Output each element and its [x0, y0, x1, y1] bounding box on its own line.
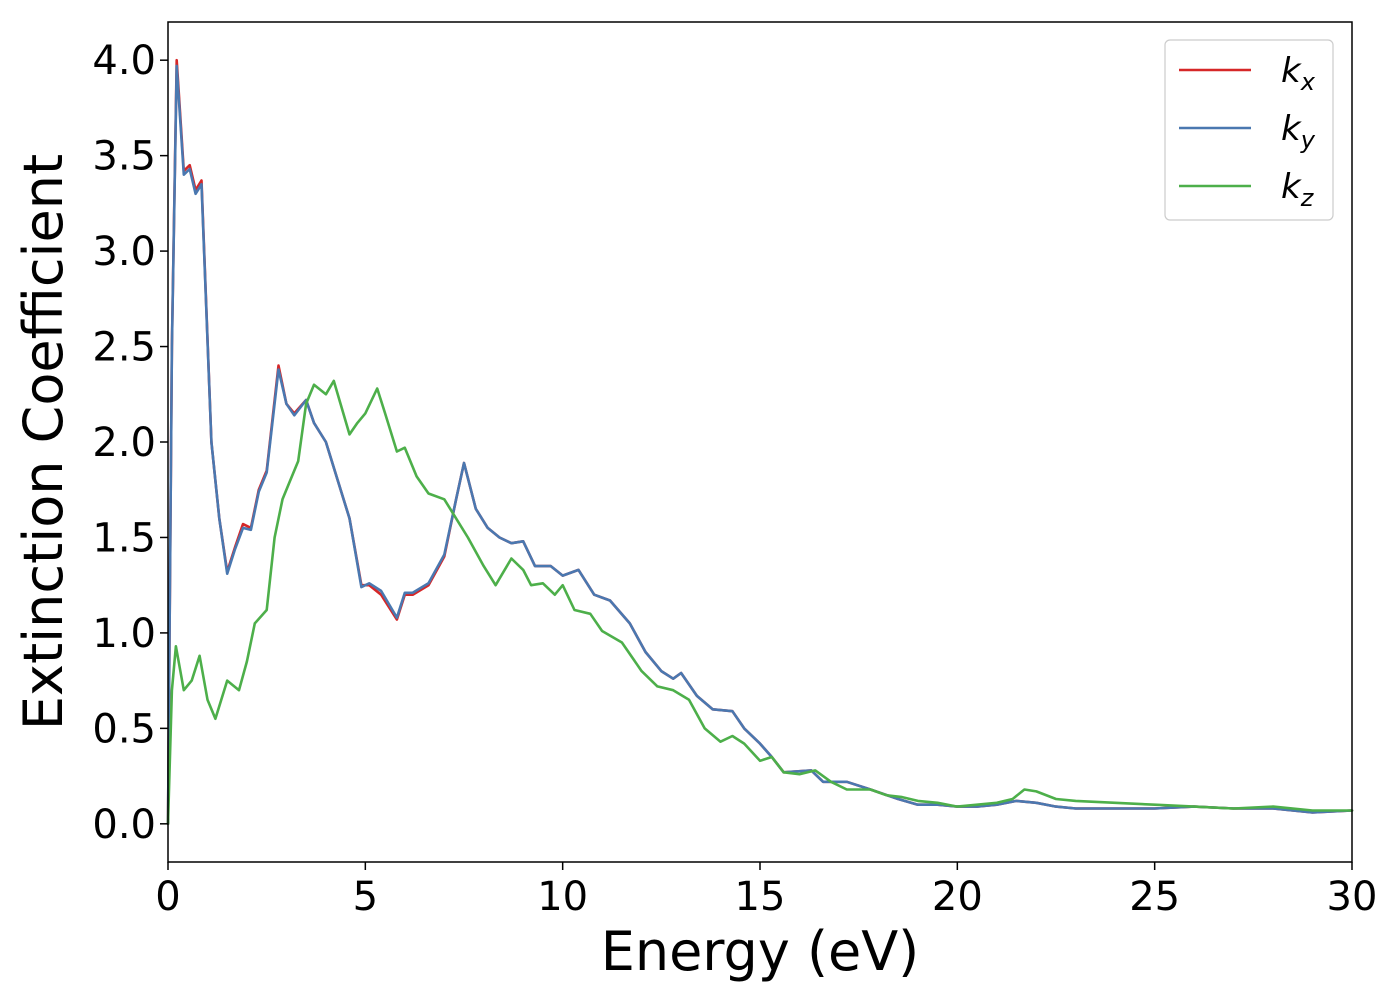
x-tick-label: 0 [155, 874, 180, 920]
y-tick-label: 1.5 [92, 515, 156, 561]
x-tick-label: 10 [537, 874, 588, 920]
x-axis: 0 5 10 15 20 25 30 [155, 862, 1377, 920]
series-line-kz [166, 379, 1354, 826]
x-tick-label: 25 [1129, 874, 1180, 920]
y-tick-label: 4.0 [92, 38, 156, 84]
x-tick-label: 30 [1327, 874, 1378, 920]
series-layer [166, 58, 1354, 826]
y-tick-label: 2.5 [92, 325, 156, 371]
y-axis-label: Extinction Coefficient [12, 154, 75, 730]
legend-label-kz: kz [1281, 167, 1315, 212]
y-tick-label: 3.5 [92, 134, 156, 180]
x-tick-label: 20 [932, 874, 983, 920]
y-tick-label: 3.0 [92, 229, 156, 275]
x-axis-label: Energy (eV) [601, 920, 920, 983]
legend-label-ky: ky [1281, 109, 1316, 154]
legend-label-kx: kx [1281, 51, 1316, 96]
y-tick-label: 0.5 [92, 706, 156, 752]
y-tick-label: 1.0 [92, 611, 156, 657]
legend-box [1164, 39, 1334, 221]
y-axis: 0.0 0.5 1.0 1.5 2.0 2.5 3.0 3.5 4.0 [92, 38, 168, 848]
x-tick-label: 5 [353, 874, 378, 920]
x-tick-label: 15 [735, 874, 786, 920]
y-tick-label: 2.0 [92, 420, 156, 466]
legend: kx ky kz [1164, 39, 1334, 221]
y-tick-label: 0.0 [92, 802, 156, 848]
